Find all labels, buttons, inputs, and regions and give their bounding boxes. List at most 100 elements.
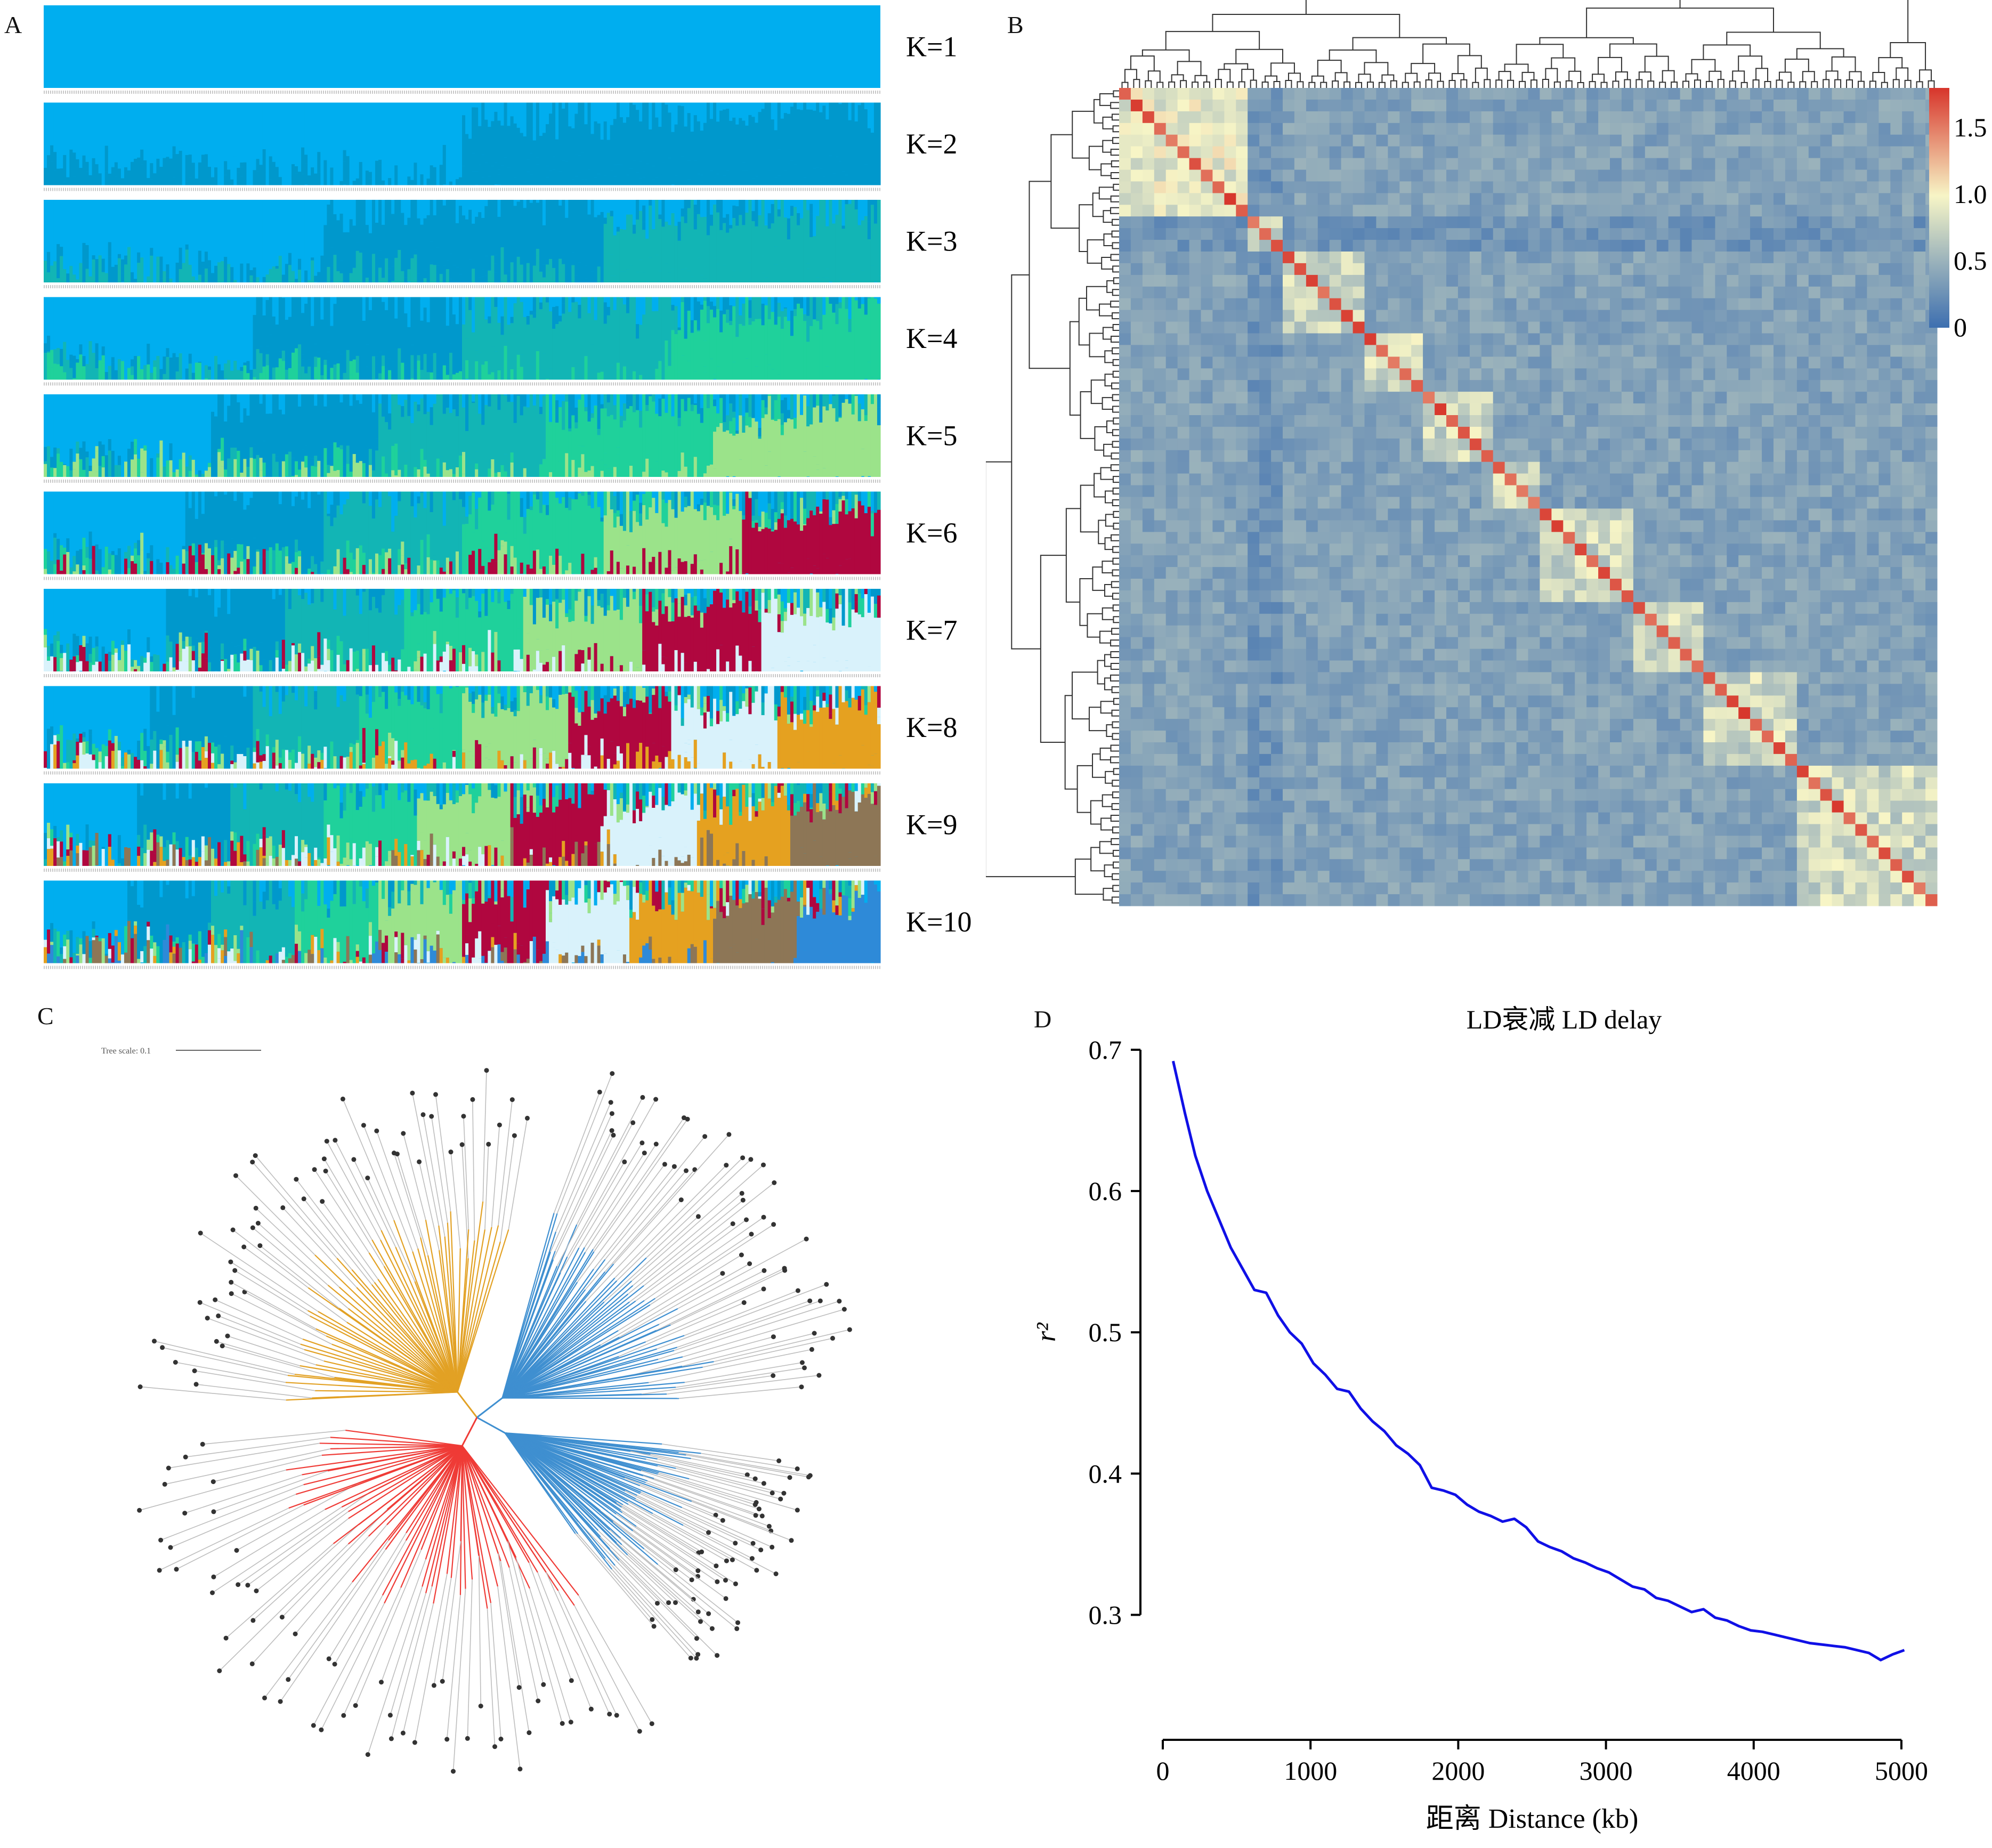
structure-bar-segment [356,103,360,165]
structure-bar-segment [697,605,701,611]
structure-bar-segment [378,258,382,268]
structure-bar-segment [816,321,820,379]
structure-bar-segment [703,589,707,598]
structure-bar-segment [459,394,463,456]
structure-bar-segment [304,589,308,593]
structure-bar-segment [649,297,652,376]
structure-bar-segment [56,651,60,671]
structure-bar-segment [707,506,710,574]
structure-bar-segment [546,177,549,185]
structure-bar-segment [102,492,106,539]
structure-bar-segment [716,414,720,427]
structure-bar-segment [723,110,726,176]
structure-bar-segment [150,492,153,546]
structure-bar-segment [588,506,592,574]
structure-bar-segment [398,549,401,565]
structure-bar-segment [832,589,836,617]
structure-bar-segment [835,103,839,157]
structure-bar-segment [56,453,60,477]
structure-bar-segment [44,549,47,557]
structure-bar-segment [778,176,781,185]
structure-bar-segment [781,329,784,380]
structure-bar-segment [797,160,800,185]
structure-bar-segment [356,669,360,671]
structure-bar-segment [542,265,546,278]
structure-bar-segment [842,171,846,185]
structure-bar-segment [504,602,508,671]
structure-bar-segment [108,545,112,554]
structure-bar-segment [758,297,762,319]
structure-bar-segment [629,532,633,574]
structure-bar-segment [424,297,427,308]
structure-bar-segment [99,255,102,277]
structure-bar-segment [809,422,813,425]
structure-bar-segment [446,326,450,367]
structure-bar-segment [253,315,257,363]
structure-bar-segment [819,594,823,607]
structure-bar-segment [555,324,559,379]
structure-bar-segment [353,360,357,380]
structure-bar-segment [350,589,353,649]
structure-bar-segment [79,549,83,574]
structure-bar-segment [140,394,144,449]
structure-bar-segment [263,557,266,574]
structure-bar-segment [230,157,234,180]
structure-bar-segment [781,492,784,502]
structure-bar-segment [134,455,137,477]
structure-bar-segment [723,200,726,207]
structure-bar-segment [208,266,212,282]
structure-bar-segment [346,492,350,497]
structure-bar-segment [256,394,260,455]
structure-bar-segment [304,155,308,163]
structure-bar-segment [147,567,150,574]
structure-bar-segment [610,118,614,125]
structure-bar-segment [497,278,501,282]
structure-bar-segment [99,457,102,466]
structure-bar-segment [208,572,212,574]
structure-bar-segment [282,103,286,171]
structure-bar-segment [56,146,60,158]
structure-bar-segment [159,563,163,574]
structure-bar-segment [658,281,662,282]
structure-bar-segment [661,163,665,174]
structure-bar-segment [50,350,54,367]
structure-bar-segment [700,561,704,570]
structure-bar-segment [137,103,141,142]
structure-bar-segment [121,297,125,349]
structure-bar-segment [710,359,714,379]
structure-bar-segment [758,112,762,185]
structure-bar-segment [192,277,196,282]
structure-bar-segment [217,269,221,282]
structure-bar-segment [617,363,620,370]
structure-bar-segment [382,394,385,417]
structure-bar-segment [323,270,327,281]
structure-bar-segment [665,526,668,568]
structure-bar-segment [819,514,823,574]
structure-bar-segment [214,417,218,461]
structure-bar-segment [691,200,694,249]
structure-bar-segment [597,492,601,507]
structure-bar-segment [745,170,749,185]
structure-bar-segment [517,394,521,396]
structure-bar-segment [201,474,205,477]
structure-bar-segment [263,549,266,557]
structure-bar-segment [465,297,469,339]
structure-bar-segment [195,362,199,379]
structure-bar-segment [478,121,482,126]
structure-bar-segment [69,266,73,282]
structure-bar-segment [574,664,578,671]
structure-bar-segment [787,666,791,671]
structure-bar-segment [72,539,76,556]
structure-bar-segment [224,257,228,282]
structure-bar-segment [50,686,54,727]
structure-bar-segment [44,647,47,671]
structure-bar-segment [681,106,685,156]
structure-bar-segment [118,168,122,177]
structure-bar-segment [536,249,540,255]
structure-bar-segment [523,597,527,671]
structure-bar-segment [562,492,565,497]
structure-bar-segment [691,492,694,564]
structure-bar-segment [433,394,437,404]
structure-bar-segment [832,394,836,396]
structure-bar-segment [320,665,324,671]
